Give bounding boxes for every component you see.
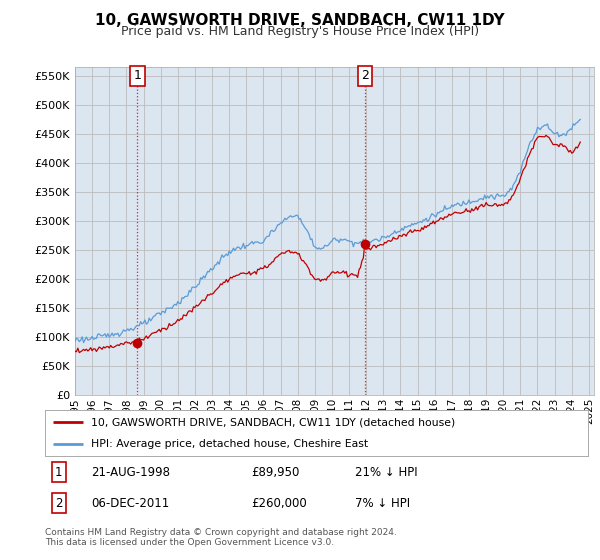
Text: 2: 2 [361, 69, 369, 82]
Text: 10, GAWSWORTH DRIVE, SANDBACH, CW11 1DY (detached house): 10, GAWSWORTH DRIVE, SANDBACH, CW11 1DY … [91, 417, 455, 427]
Text: Price paid vs. HM Land Registry's House Price Index (HPI): Price paid vs. HM Land Registry's House … [121, 25, 479, 38]
Text: 21-AUG-1998: 21-AUG-1998 [91, 465, 170, 479]
Text: £260,000: £260,000 [251, 497, 307, 510]
Text: Contains HM Land Registry data © Crown copyright and database right 2024.
This d: Contains HM Land Registry data © Crown c… [45, 528, 397, 547]
Text: 1: 1 [134, 69, 142, 82]
Text: HPI: Average price, detached house, Cheshire East: HPI: Average price, detached house, Ches… [91, 440, 368, 450]
Text: £89,950: £89,950 [251, 465, 300, 479]
Text: 2: 2 [55, 497, 62, 510]
Text: 10, GAWSWORTH DRIVE, SANDBACH, CW11 1DY: 10, GAWSWORTH DRIVE, SANDBACH, CW11 1DY [95, 13, 505, 28]
Text: 7% ↓ HPI: 7% ↓ HPI [355, 497, 410, 510]
Text: 1: 1 [55, 465, 62, 479]
Text: 21% ↓ HPI: 21% ↓ HPI [355, 465, 417, 479]
Text: 06-DEC-2011: 06-DEC-2011 [91, 497, 169, 510]
